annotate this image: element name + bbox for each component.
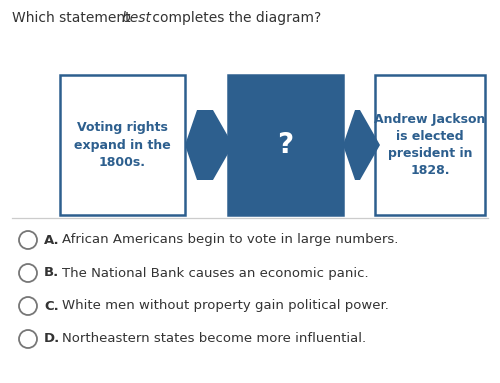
Text: Voting rights
expand in the
1800s.: Voting rights expand in the 1800s.	[74, 121, 171, 169]
Text: African Americans begin to vote in large numbers.: African Americans begin to vote in large…	[62, 234, 398, 247]
Text: D.: D.	[44, 332, 60, 345]
Text: Which statement: Which statement	[12, 11, 135, 25]
Text: completes the diagram?: completes the diagram?	[148, 11, 321, 25]
Polygon shape	[185, 110, 233, 180]
FancyBboxPatch shape	[60, 75, 185, 215]
Text: Northeastern states become more influential.: Northeastern states become more influent…	[62, 332, 366, 345]
Text: C.: C.	[44, 300, 59, 313]
Text: A.: A.	[44, 234, 60, 247]
Text: The National Bank causes an economic panic.: The National Bank causes an economic pan…	[62, 267, 368, 280]
Text: ?: ?	[278, 131, 293, 159]
Polygon shape	[343, 110, 380, 180]
Text: best: best	[121, 11, 151, 25]
Text: B.: B.	[44, 267, 60, 280]
FancyBboxPatch shape	[228, 75, 343, 215]
Text: Andrew Jackson
is elected
president in
1828.: Andrew Jackson is elected president in 1…	[374, 113, 486, 177]
FancyBboxPatch shape	[375, 75, 485, 215]
Text: White men without property gain political power.: White men without property gain politica…	[62, 300, 389, 313]
